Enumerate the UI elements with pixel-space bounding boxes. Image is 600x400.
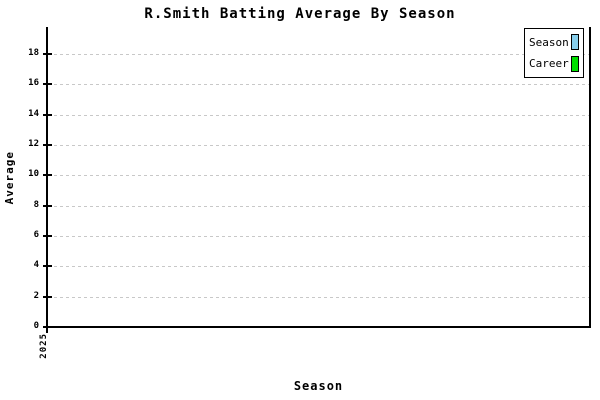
y-tick-label: 6 — [33, 230, 39, 240]
season-swatch-icon — [571, 34, 579, 51]
legend-item-career: Career — [529, 55, 579, 72]
gridline — [48, 266, 590, 267]
gridline — [48, 115, 590, 116]
y-axis-title: Average — [3, 151, 16, 205]
y-tick-label: 10 — [28, 169, 39, 179]
y-tick-label: 14 — [28, 109, 39, 119]
gridline — [48, 145, 590, 146]
x-tick-label: 2025 — [39, 333, 49, 359]
y-tick-label: 0 — [33, 321, 39, 331]
y-axis-line — [46, 27, 48, 328]
gridline — [48, 297, 590, 298]
y-tick-label: 8 — [33, 200, 39, 210]
y-tick-label: 2 — [33, 291, 39, 301]
gridline — [48, 236, 590, 237]
x-axis-line — [46, 326, 591, 328]
right-border-line — [589, 27, 591, 328]
y-tick-mark — [43, 326, 52, 328]
y-tick-label: 18 — [28, 48, 39, 58]
y-tick-mark — [43, 83, 52, 85]
gridline — [48, 84, 590, 85]
y-tick-mark — [43, 144, 52, 146]
chart-title: R.Smith Batting Average By Season — [144, 6, 456, 22]
x-axis-title: Season — [293, 379, 344, 393]
x-tick-mark — [46, 328, 48, 333]
legend-label-season: Season — [529, 35, 569, 49]
y-tick-mark — [43, 265, 52, 267]
career-swatch-icon — [571, 55, 579, 72]
y-tick-mark — [43, 174, 52, 176]
y-tick-mark — [43, 205, 52, 207]
y-tick-label: 16 — [28, 78, 39, 88]
y-tick-label: 12 — [28, 139, 39, 149]
y-tick-mark — [43, 296, 52, 298]
y-tick-mark — [43, 235, 52, 237]
gridline — [48, 54, 590, 55]
legend-label-career: Career — [529, 57, 569, 71]
y-tick-mark — [43, 114, 52, 116]
y-tick-mark — [43, 53, 52, 55]
y-tick-label: 4 — [33, 260, 39, 270]
legend-item-season: Season — [529, 34, 579, 51]
gridline — [48, 175, 590, 176]
gridline — [48, 206, 590, 207]
legend-box: Season Career — [524, 28, 584, 78]
